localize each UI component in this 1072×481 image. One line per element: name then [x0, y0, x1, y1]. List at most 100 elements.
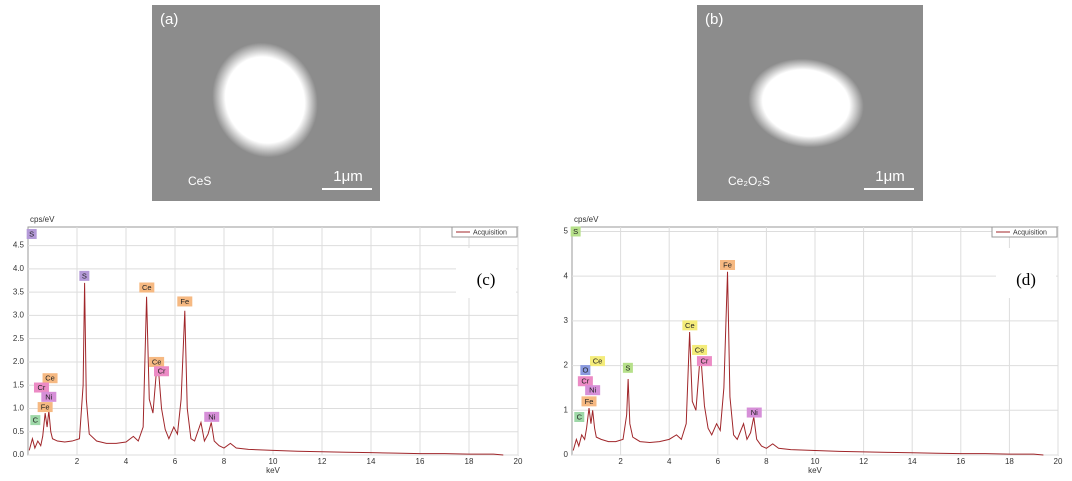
peak-label-box [622, 362, 633, 373]
y-tick-label: 2 [564, 361, 569, 370]
peak-label-box [41, 391, 57, 402]
peak-label: Fe [585, 397, 594, 406]
peak-label: Ni [751, 408, 758, 417]
panel-label: (c) [477, 270, 496, 289]
x-tick-label: 20 [1054, 457, 1063, 466]
y-tick-label: 1.5 [13, 380, 25, 389]
x-tick-label: 20 [514, 457, 523, 466]
x-tick-label: 12 [859, 457, 868, 466]
peak-label-box [204, 411, 220, 422]
y-tick-label: 1 [564, 405, 569, 414]
peak-label-box [26, 228, 37, 239]
sem-image-a: (a) CeS 1μm [152, 5, 380, 201]
x-tick-label: 16 [416, 457, 425, 466]
peak-label-box [30, 415, 41, 426]
peak-label: Ni [208, 412, 215, 421]
x-tick-label: 6 [716, 457, 721, 466]
y-tick-label: 3.0 [13, 311, 25, 320]
peak-label-box [33, 382, 49, 393]
particle [212, 42, 318, 158]
spectrum-line [572, 271, 1044, 456]
peak-label: C [33, 416, 39, 425]
peak-label-box [570, 226, 581, 237]
peak-label-box [692, 344, 708, 355]
y-tick-label: 4.5 [13, 241, 25, 250]
peak-label-box [585, 385, 601, 396]
sem-image-b: (b) Ce₂O₂S 1μm [697, 5, 923, 201]
caption: CeS [188, 174, 211, 188]
legend-box [991, 226, 1058, 238]
peak-label: C [577, 412, 583, 421]
spectrum-line [28, 282, 504, 456]
x-tick-label: 18 [465, 457, 474, 466]
y-axis-label: cps/eV [30, 215, 55, 224]
peak-label: Ce [685, 321, 695, 330]
peak-label: Ce [142, 283, 152, 292]
particle [748, 58, 864, 148]
peak-label-box [574, 412, 585, 422]
x-tick-label: 10 [269, 457, 278, 466]
panel-label: (a) [160, 11, 178, 28]
peak-label: Ce [45, 374, 55, 383]
x-tick-label: 4 [667, 457, 672, 466]
y-tick-label: 4 [564, 271, 569, 280]
scale-bar-label: 1μm [875, 168, 904, 185]
y-tick-label: 3.5 [13, 287, 25, 296]
panel-label: (d) [1016, 270, 1036, 289]
panel-label: (b) [705, 11, 723, 28]
peak-label-box [746, 407, 762, 418]
y-tick-label: 5 [564, 227, 569, 236]
y-tick-label: 0.0 [13, 450, 25, 459]
peak-label-box [581, 396, 597, 407]
x-tick-label: 4 [124, 457, 129, 466]
peak-label: Cr [38, 383, 46, 392]
peak-label: S [573, 227, 578, 236]
panel-label-box [996, 248, 1056, 298]
y-axis-label: cps/eV [574, 215, 599, 224]
peak-label: S [625, 363, 630, 372]
peak-label-box [42, 373, 58, 384]
eds-chart: 0.0 0.5 1.0 1.5 2.0 2.5 3.0 3.5 4.0 4.5 2 4 6 8 10 12 14… [13, 215, 523, 475]
y-tick-label: 0.5 [13, 427, 25, 436]
peak-label: Cr [581, 377, 589, 386]
peak-label-box [682, 320, 698, 331]
x-tick-label: 16 [956, 457, 965, 466]
peak-label-box [577, 376, 593, 387]
caption: Ce₂O₂S [728, 174, 770, 188]
peak-label: Fe [180, 297, 189, 306]
x-axis-label: keV [266, 466, 280, 475]
peak-label-box [580, 365, 591, 376]
peak-label: Ce [695, 345, 705, 354]
panel-label-box [456, 248, 516, 298]
peak-label-box [590, 356, 606, 367]
x-tick-label: 14 [908, 457, 917, 466]
y-tick-label: 3 [564, 316, 569, 325]
x-tick-label: 10 [811, 457, 820, 466]
peak-label: Fe [41, 403, 50, 412]
peak-label: Cr [700, 357, 708, 366]
y-tick-label: 0 [564, 450, 569, 459]
x-tick-label: 18 [1005, 457, 1014, 466]
peak-label-box [177, 296, 193, 307]
y-tick-label: 4.0 [13, 264, 25, 273]
peak-label-box [79, 270, 90, 281]
x-tick-label: 6 [173, 457, 178, 466]
peak-label: Ni [589, 386, 596, 395]
scale-bar-label: 1μm [333, 168, 362, 185]
legend-label: Acquisition [473, 229, 507, 236]
x-tick-label: 12 [318, 457, 327, 466]
x-tick-label: 2 [75, 457, 80, 466]
peak-label-box [149, 356, 165, 367]
peak-label: Cr [158, 367, 166, 376]
peak-label: Fe [723, 260, 732, 269]
x-tick-label: 8 [764, 457, 769, 466]
x-tick-label: 14 [367, 457, 376, 466]
y-tick-label: 1.0 [13, 404, 25, 413]
peak-label-box [154, 366, 170, 377]
peak-label-box [696, 356, 712, 367]
x-tick-label: 8 [222, 457, 227, 466]
x-tick-label: 2 [618, 457, 623, 466]
peak-label: Ce [593, 357, 603, 366]
